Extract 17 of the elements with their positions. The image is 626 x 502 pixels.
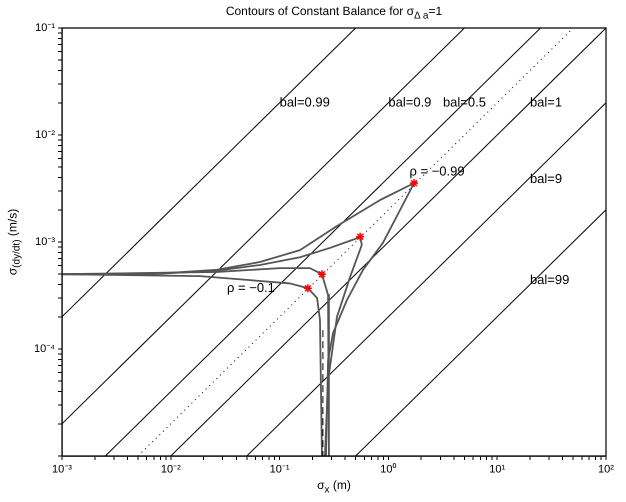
annotation: bal=9 xyxy=(530,171,562,186)
annotation: bal=0.99 xyxy=(280,94,330,110)
y-tick-label: 10⁻² xyxy=(35,129,56,142)
x-tick-label: 10⁻² xyxy=(160,464,182,476)
y-tick-label: 10⁻³ xyxy=(35,236,56,248)
annotation: bal=1 xyxy=(530,94,562,110)
annotation: ρ = −0.1 xyxy=(227,280,275,295)
chart-title: Contours of Constant Balance for σ$_{Δ a}$=1 xyxy=(226,4,442,22)
x-tick-label: 10¹ xyxy=(489,464,506,476)
y-tick-label: 10⁻¹ xyxy=(35,22,56,34)
annotation: bal=0.9 xyxy=(388,94,432,110)
x-axis-title: σ$_{x}$ (m) xyxy=(317,478,351,496)
y-tick-label: 10⁻⁴ xyxy=(34,343,56,356)
x-tick-label: 10² xyxy=(598,464,614,476)
x-tick-label: 10⁻¹ xyxy=(270,464,290,476)
x-tick-label: 10⁻³ xyxy=(52,464,72,476)
x-tick-label: 10⁰ xyxy=(380,462,397,476)
